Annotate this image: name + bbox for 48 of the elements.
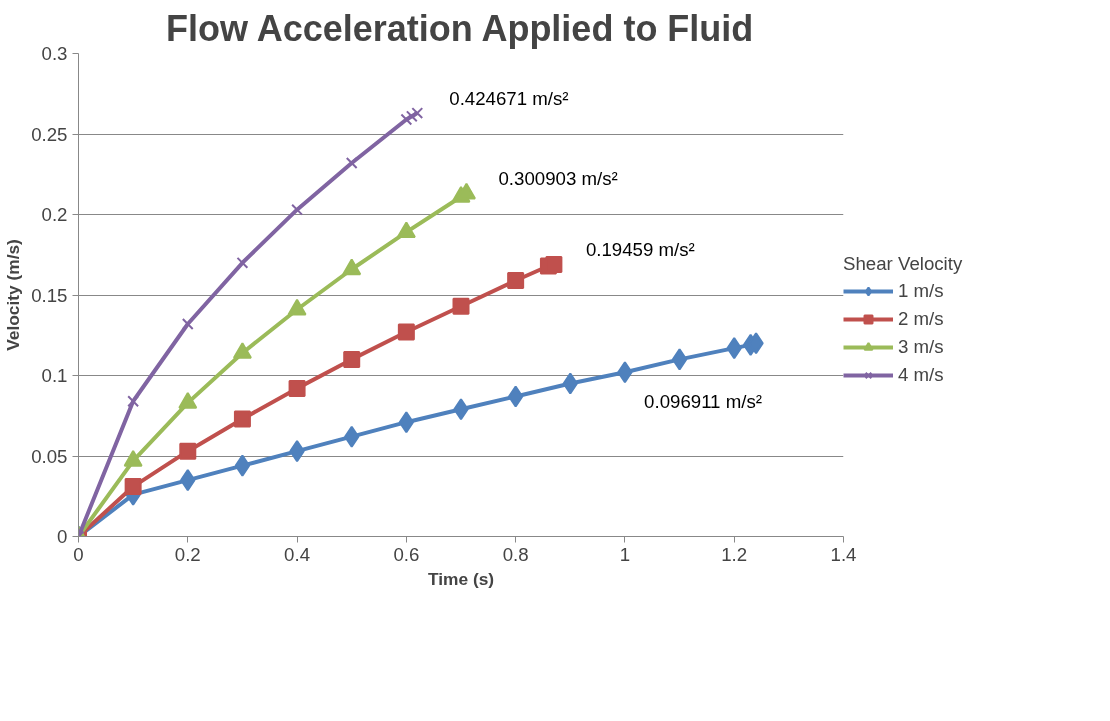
- point: [452, 297, 470, 315]
- annotation: 0.19459 m/s²: [585, 238, 695, 260]
- point: [507, 385, 524, 408]
- y-tick-label: 0.15: [31, 284, 68, 306]
- chart-title: Flow Acceleration Applied to Fluid: [165, 7, 754, 49]
- legend-label: 3 m/s: [898, 336, 944, 358]
- x-tick-label: 1.2: [721, 543, 748, 565]
- y-tick-label: 0.25: [31, 123, 68, 145]
- x-axis-title: Time (s): [427, 568, 495, 589]
- point: [124, 478, 142, 496]
- point: [398, 411, 415, 434]
- legend-label: 2 m/s: [898, 308, 944, 330]
- legend-label: 4 m/s: [898, 364, 944, 386]
- x-tick-label: 0.4: [284, 543, 311, 565]
- point: [291, 203, 304, 216]
- y-tick-label: 0.2: [41, 204, 68, 225]
- point: [343, 350, 361, 368]
- point: [234, 454, 251, 477]
- y-tick-label: 0.3: [41, 43, 68, 64]
- point: [233, 410, 251, 428]
- point: [179, 442, 197, 460]
- x-tick-label: 0.2: [174, 543, 201, 565]
- y-axis-title: Velocity (m/s): [3, 239, 24, 351]
- legend-title: Shear Velocity: [843, 253, 963, 275]
- point: [507, 272, 525, 290]
- x-tick-label: 0.8: [502, 543, 529, 565]
- x-tick-label: 0: [73, 543, 84, 565]
- point: [127, 395, 140, 408]
- y-tick-label: 0.05: [31, 445, 68, 467]
- y-tick-label: 0.1: [41, 365, 68, 386]
- x-tick-label: 1: [619, 543, 631, 565]
- x-tick-label: 0.6: [393, 543, 420, 565]
- annotation: 0.300903 m/s²: [498, 168, 618, 190]
- point: [181, 318, 194, 330]
- y-tick-label: 0: [57, 526, 68, 547]
- point: [236, 256, 249, 269]
- point: [397, 323, 415, 341]
- point: [411, 107, 424, 120]
- point: [671, 348, 688, 371]
- point: [545, 255, 563, 273]
- point: [400, 113, 413, 126]
- annotation: 0.424671 m/s²: [449, 87, 569, 109]
- annotation: 0.096911 m/s²: [644, 390, 762, 412]
- point: [345, 157, 358, 169]
- legend-label: 1 m/s: [898, 280, 944, 302]
- x-tick-label: 1.4: [830, 543, 857, 565]
- point: [405, 110, 418, 123]
- point: [288, 379, 306, 397]
